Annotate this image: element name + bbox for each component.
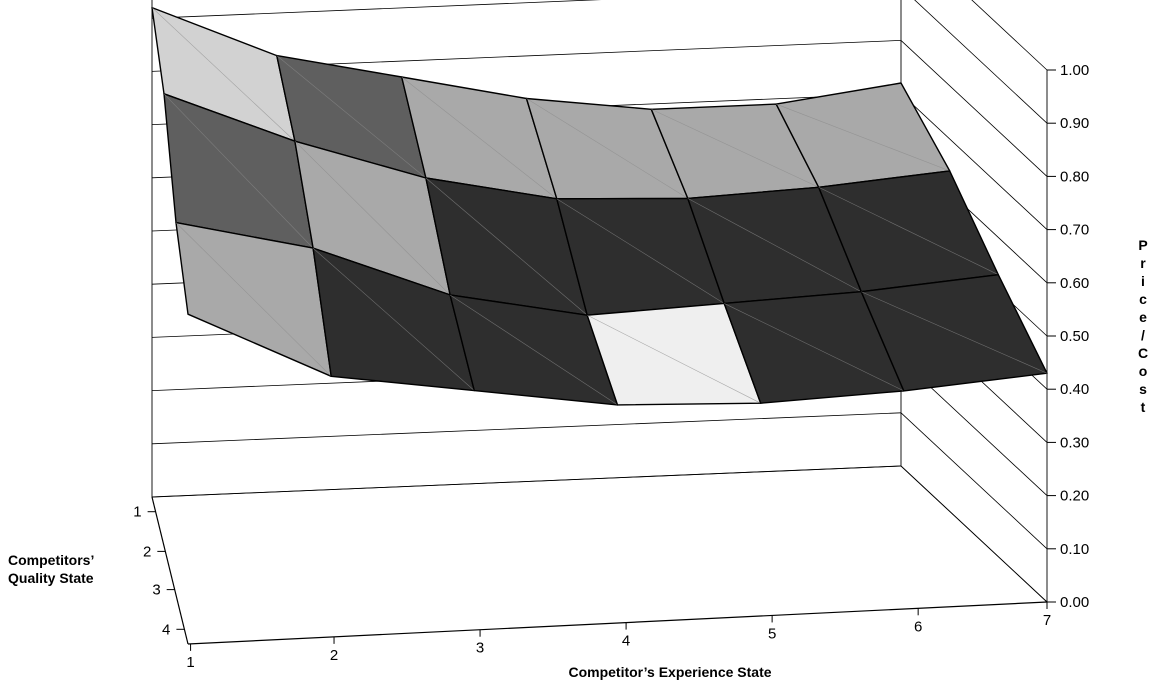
surface-diagonal [818, 187, 999, 275]
surface-diagonal [294, 141, 451, 296]
surface-diagonal [776, 103, 950, 172]
z-axis-title-char: r [1140, 255, 1146, 271]
floor-right-edge [900, 465, 1048, 603]
surface-diagonal [163, 93, 314, 249]
y-tick-label: 3 [152, 582, 160, 599]
y-tick-label: 4 [162, 621, 170, 638]
z-tick-label: 1.00 [1060, 62, 1089, 79]
z-tick-label: 0.70 [1060, 222, 1089, 239]
x-axis-title: Competitor’s Experience State [568, 664, 771, 680]
surface-diagonal [651, 108, 819, 188]
z-tick-label: 0.90 [1060, 115, 1089, 132]
y-tick-label: 2 [143, 543, 151, 560]
z-axis-title-char: s [1139, 381, 1147, 397]
surface-diagonal [449, 294, 618, 406]
side-wall-gridline [971, 0, 1048, 71]
z-tick-label: 0.10 [1060, 541, 1089, 558]
z-axis-title-char: o [1139, 363, 1148, 379]
surface-diagonal [425, 177, 588, 316]
surface-diagonal [401, 76, 558, 200]
x-tick-label: 1 [186, 654, 194, 671]
z-axis-title-char: t [1141, 399, 1146, 415]
side-wall-gridline [900, 93, 1048, 230]
x-tick-label: 7 [1043, 612, 1051, 629]
x-tick-label: 3 [476, 640, 484, 657]
z-tick-label: 0.50 [1060, 328, 1089, 345]
z-axis-title-char: / [1141, 327, 1145, 343]
y-axis-title-line2: Quality State [8, 570, 94, 586]
surface-diagonal [175, 222, 332, 377]
surface-diagonal [861, 291, 1048, 374]
surface-layer [151, 6, 1048, 406]
y-tick-label: 1 [133, 504, 141, 521]
x-tick-label: 4 [622, 633, 630, 650]
z-axis-title-char: c [1139, 291, 1147, 307]
z-axis-title-char: C [1138, 345, 1148, 361]
y-axis-title-line1: Competitors’ [8, 552, 94, 568]
x-axis-line [187, 601, 1048, 645]
back-wall-gridline [151, 0, 602, 19]
surface-diagonal [687, 198, 862, 292]
back-wall-gridline [151, 412, 902, 445]
z-tick-label: 0.40 [1060, 381, 1089, 398]
z-tick-label: 0.60 [1060, 275, 1089, 292]
floor-back-edge [151, 465, 902, 498]
x-tick-label: 6 [914, 618, 922, 635]
side-wall-gridline [900, 40, 1048, 177]
surface-diagonal [312, 247, 475, 391]
surface-diagonal [556, 198, 725, 304]
x-tick-label: 2 [330, 647, 338, 664]
y-axis-line [151, 496, 189, 645]
z-tick-label: 0.80 [1060, 168, 1089, 185]
side-wall-gridline [914, 0, 1048, 124]
surface-diagonal [526, 98, 688, 199]
z-axis-title-char: P [1138, 237, 1147, 253]
z-axis-title-char: e [1139, 309, 1147, 325]
x-tick-label: 5 [768, 625, 776, 642]
surface-diagonal [151, 7, 296, 142]
surface-diagonal [276, 55, 427, 179]
side-wall-gridline [900, 412, 1048, 550]
z-tick-label: 0.30 [1060, 434, 1089, 451]
z-tick-label: 0.20 [1060, 488, 1089, 505]
surface-diagonal [587, 314, 761, 404]
surface-diagonal [724, 303, 904, 392]
z-tick-label: 0.00 [1060, 594, 1089, 611]
z-axis-title-char: i [1141, 273, 1145, 289]
